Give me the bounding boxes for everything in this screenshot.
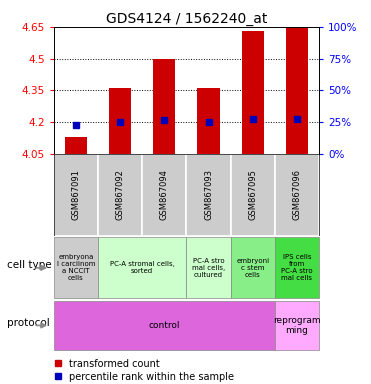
Text: embryoni
c stem
cells: embryoni c stem cells: [236, 258, 269, 278]
Bar: [242, 31, 264, 154]
Text: cell type: cell type: [7, 260, 52, 270]
Text: GSM867094: GSM867094: [160, 169, 169, 220]
Bar: [65, 137, 87, 154]
Text: GSM867091: GSM867091: [71, 169, 81, 220]
FancyBboxPatch shape: [98, 237, 186, 298]
Text: GSM867092: GSM867092: [116, 169, 125, 220]
Bar: [197, 88, 220, 154]
Text: GSM867096: GSM867096: [292, 169, 302, 220]
FancyBboxPatch shape: [54, 237, 98, 298]
FancyBboxPatch shape: [275, 237, 319, 298]
FancyBboxPatch shape: [142, 154, 186, 236]
FancyBboxPatch shape: [275, 301, 319, 350]
FancyBboxPatch shape: [275, 154, 319, 236]
Text: IPS cells
from
PC-A stro
mal cells: IPS cells from PC-A stro mal cells: [281, 254, 313, 281]
Bar: [286, 23, 308, 154]
Text: PC-A stromal cells,
sorted: PC-A stromal cells, sorted: [110, 262, 175, 274]
Text: reprogram
ming: reprogram ming: [273, 316, 321, 335]
Text: GSM867095: GSM867095: [248, 169, 257, 220]
Text: control: control: [148, 321, 180, 330]
FancyBboxPatch shape: [54, 301, 275, 350]
FancyBboxPatch shape: [231, 237, 275, 298]
FancyBboxPatch shape: [231, 154, 275, 236]
Bar: [109, 88, 131, 154]
FancyBboxPatch shape: [54, 154, 98, 236]
FancyBboxPatch shape: [98, 154, 142, 236]
Text: percentile rank within the sample: percentile rank within the sample: [69, 371, 234, 382]
Text: PC-A stro
mal cells,
cultured: PC-A stro mal cells, cultured: [192, 258, 225, 278]
Bar: [153, 59, 175, 154]
FancyBboxPatch shape: [186, 237, 231, 298]
Text: embryona
l carciinom
a NCCIT
cells: embryona l carciinom a NCCIT cells: [57, 254, 95, 281]
Title: GDS4124 / 1562240_at: GDS4124 / 1562240_at: [106, 12, 267, 26]
FancyBboxPatch shape: [186, 154, 231, 236]
Text: GSM867093: GSM867093: [204, 169, 213, 220]
Text: protocol: protocol: [7, 318, 50, 328]
Text: transformed count: transformed count: [69, 359, 160, 369]
